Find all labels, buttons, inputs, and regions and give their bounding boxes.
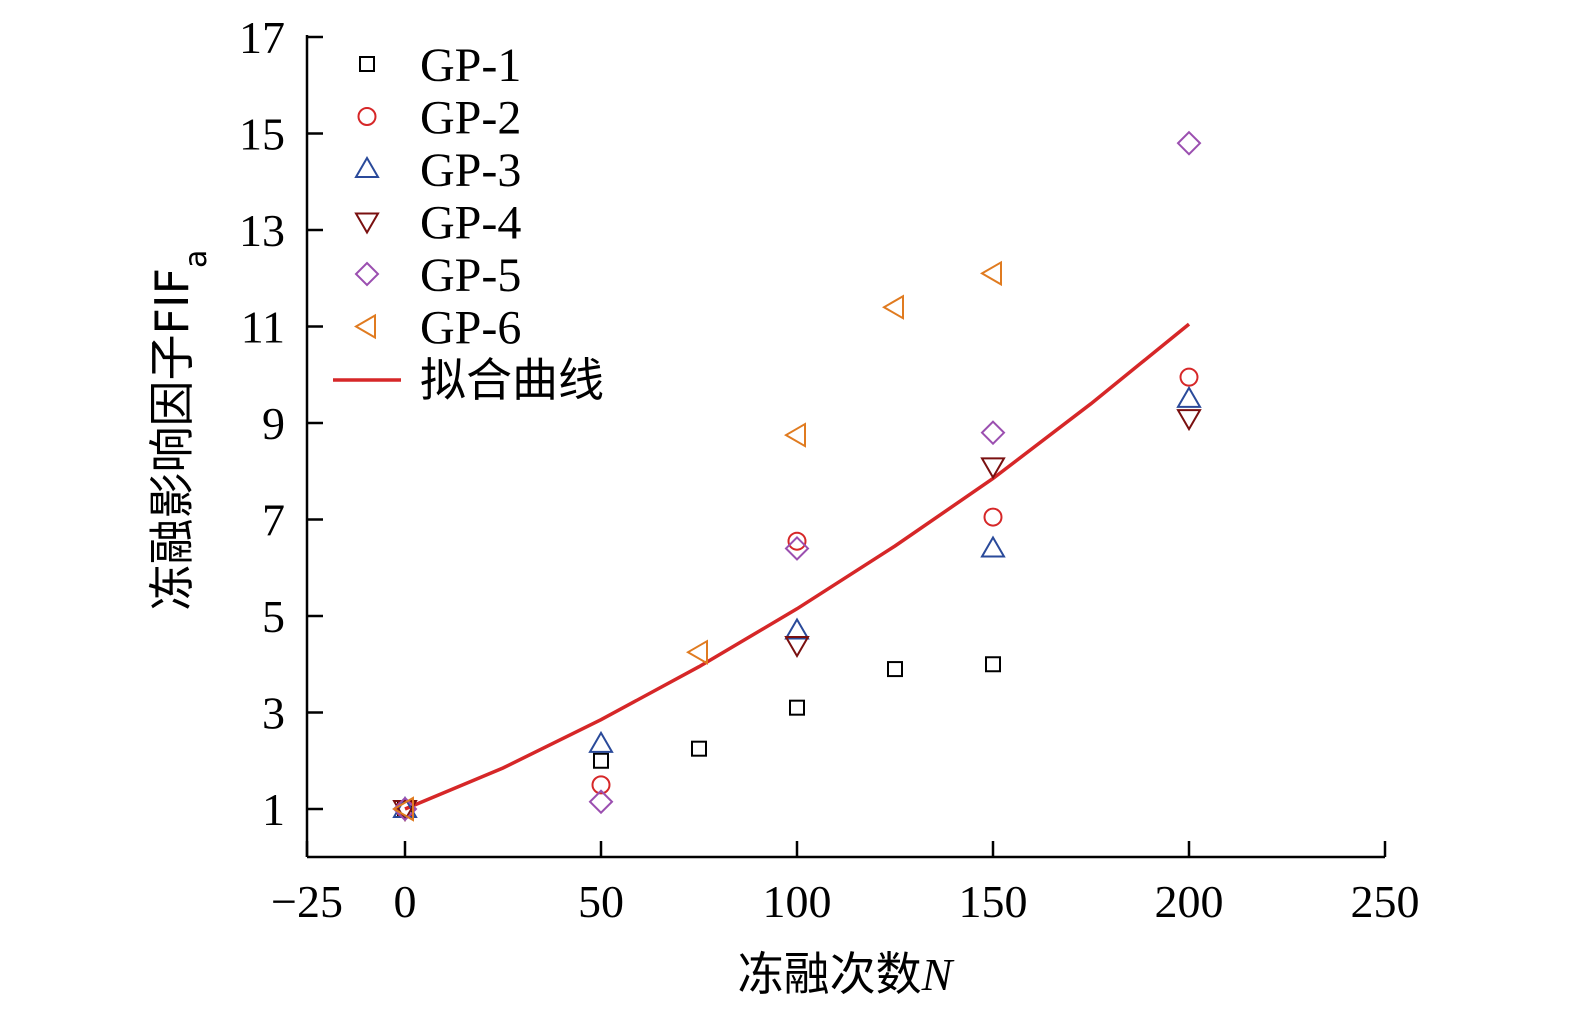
- y-tick-label: 13: [239, 205, 285, 256]
- data-point: [392, 800, 418, 822]
- axis-titles: 冻融次数N 冻融影响因子FIFa: [145, 250, 955, 1001]
- legend-marker: [354, 313, 376, 340]
- y-tick-label: 7: [262, 495, 285, 546]
- data-point: [392, 796, 414, 822]
- data-point: [787, 531, 807, 551]
- legend-label: GP-1: [420, 39, 521, 92]
- data-points-layer: [392, 130, 1202, 822]
- x-tick-label: 150: [959, 876, 1028, 927]
- x-axis-title: 冻融次数N: [738, 947, 955, 1001]
- x-tick-label: 100: [763, 876, 832, 927]
- data-point: [784, 635, 810, 658]
- data-point: [980, 260, 1002, 287]
- data-point: [784, 422, 806, 448]
- x-tick-label: 200: [1155, 876, 1224, 927]
- y-tick-label: 17: [239, 12, 285, 63]
- data-point: [593, 752, 609, 769]
- x-tick-label: −25: [271, 876, 343, 927]
- data-point: [1176, 130, 1202, 156]
- legend-label: GP-2: [420, 92, 521, 145]
- y-tick-label: 3: [262, 688, 285, 739]
- series-gp-4: [392, 409, 1202, 822]
- x-tick-label: 250: [1351, 876, 1420, 927]
- y-tick-label: 15: [239, 109, 285, 160]
- legend-marker: [357, 107, 377, 126]
- series-gp-6: [392, 260, 1002, 822]
- data-point: [588, 730, 614, 753]
- series-gp-2: [395, 367, 1199, 819]
- data-point: [983, 507, 1003, 527]
- data-point: [1176, 385, 1202, 408]
- y-tick-label: 9: [262, 398, 285, 449]
- data-point: [882, 294, 904, 320]
- data-point: [985, 656, 1001, 673]
- legend-label: 拟合曲线: [420, 353, 604, 407]
- data-point: [789, 699, 805, 716]
- data-point: [1176, 409, 1202, 432]
- legend-marker: [359, 56, 375, 72]
- data-point: [588, 789, 614, 815]
- data-point: [784, 617, 810, 640]
- fit-curve-layer: [404, 322, 1191, 811]
- legend-label: GP-3: [420, 144, 521, 197]
- legend-marker: [354, 261, 380, 287]
- data-point: [691, 740, 707, 757]
- y-tick-label: 11: [241, 302, 285, 353]
- data-point: [686, 639, 708, 665]
- y-axis-title: 冻融影响因子FIFa: [145, 250, 214, 611]
- legend-marker: [354, 212, 380, 235]
- data-point: [980, 535, 1006, 558]
- legend-label: GP-4: [420, 197, 521, 250]
- data-point: [1179, 367, 1199, 387]
- series-gp-1: [397, 656, 1001, 817]
- x-tick-label: 50: [578, 876, 624, 927]
- data-point: [980, 457, 1006, 480]
- legend-marker: [354, 156, 380, 178]
- series-gp-3: [392, 385, 1202, 818]
- y-tick-label: 1: [262, 784, 285, 835]
- legend-label: GP-6: [420, 302, 521, 355]
- data-point: [887, 661, 903, 678]
- data-point: [980, 420, 1006, 446]
- data-point: [392, 796, 418, 818]
- data-point: [784, 536, 810, 561]
- y-tick-label: 5: [262, 591, 285, 642]
- legend-label: GP-5: [420, 249, 521, 302]
- data-point: [591, 775, 611, 795]
- x-tick-label: 0: [394, 876, 417, 927]
- fit-curve: [404, 322, 1191, 811]
